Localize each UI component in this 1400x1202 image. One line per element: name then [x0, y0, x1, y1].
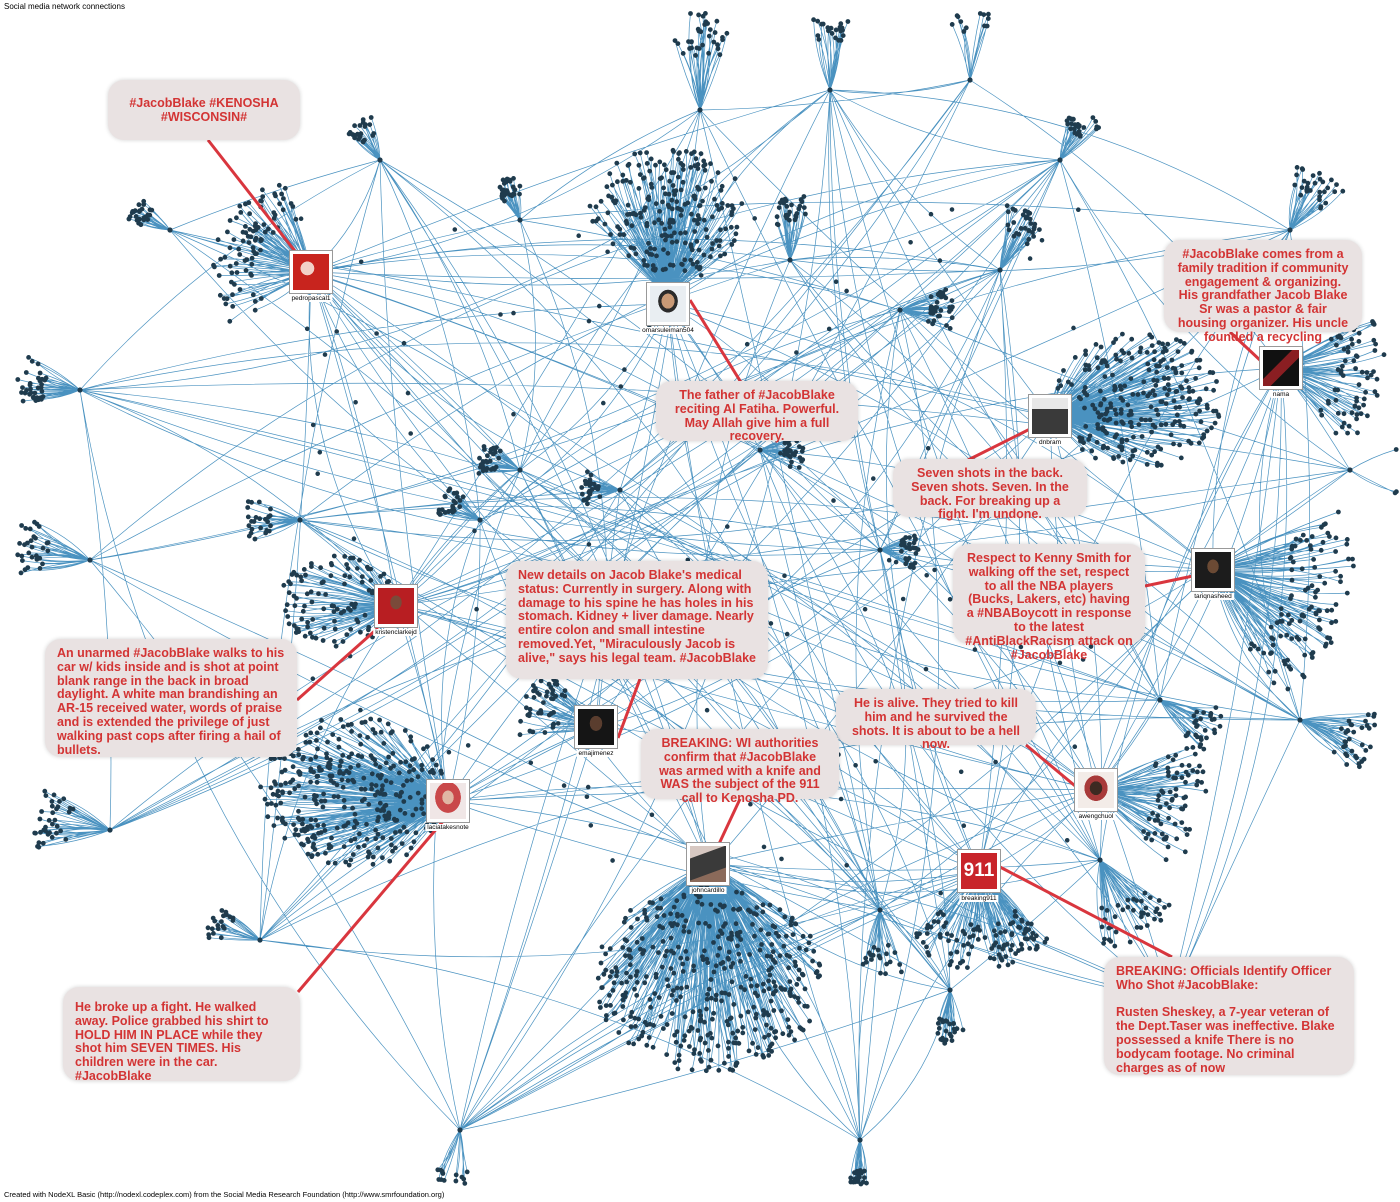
- user-label-dnbram: dnbram: [1036, 439, 1064, 446]
- user-label-kristenclarkejd: kristenclarkejd: [373, 629, 419, 636]
- user-label-nama: nama: [1270, 391, 1292, 398]
- tweet-callout-officer-identified: BREAKING: Officials Identify Officer Who…: [1104, 957, 1354, 1075]
- tweet-callout-nba-boycott: Respect to Kenny Smith for walking off t…: [953, 544, 1145, 661]
- user-label-tariqnasheed: tariqnasheed: [1192, 593, 1234, 600]
- tweet-callout-kenosha: #JacobBlake #KENOSHA #WISCONSIN#: [108, 80, 300, 140]
- leader-unarmed: [296, 626, 379, 702]
- leader-kenosha: [206, 139, 300, 256]
- user-avatar-johncardillo[interactable]: [686, 842, 730, 886]
- footer-credit: Created with NodeXL Basic (http://nodexl…: [4, 1190, 445, 1199]
- leader-broke-up-fight: [296, 819, 446, 993]
- leader-medical-status: [616, 678, 642, 739]
- leader-officer-identified: [999, 865, 1173, 959]
- user-label-awengchuol: awengchuol: [1076, 813, 1116, 820]
- user-avatar-dnbram[interactable]: [1028, 394, 1072, 438]
- tweet-callout-he-is-alive: He is alive. They tried to kill him and …: [836, 689, 1036, 751]
- user-label-breaking911: breaking911: [959, 895, 999, 902]
- user-avatar-laciatakesnote[interactable]: [426, 779, 470, 823]
- tweet-callout-family-tradition: #JacobBlake comes from a family traditio…: [1164, 240, 1362, 344]
- user-avatar-emajimenez[interactable]: [574, 705, 618, 749]
- graph-title: Social media network connections: [4, 2, 125, 11]
- leader-nba-boycott: [1144, 574, 1194, 588]
- user-label-pedropascal1: pedropascal1: [289, 295, 333, 302]
- user-label-johncardillo: johncardillo: [689, 887, 727, 894]
- tweet-callout-broke-up-fight: He broke up a fight. He walked away. Pol…: [63, 987, 300, 1083]
- user-avatar-awengchuol[interactable]: [1074, 768, 1118, 812]
- leader-family-tradition: [1228, 330, 1264, 364]
- tweet-callout-seven-shots: Seven shots in the back. Seven shots. Se…: [893, 459, 1087, 521]
- user-avatar-pedropascal1[interactable]: [289, 250, 333, 294]
- leader-wi-authorities: [716, 798, 742, 847]
- tweet-callout-al-fatiha: The father of #JacobBlake reciting Al Fa…: [656, 381, 858, 443]
- user-avatar-tariqnasheed[interactable]: [1191, 548, 1235, 592]
- tweet-callout-unarmed: An unarmed #JacobBlake walks to his car …: [45, 639, 297, 757]
- breaking911-badge-text: 911: [963, 860, 995, 881]
- user-avatar-nama[interactable]: [1259, 346, 1303, 390]
- user-avatar-breaking911[interactable]: 911: [957, 849, 1001, 893]
- leader-seven-shots: [967, 424, 1037, 462]
- tweet-callout-wi-authorities: BREAKING: WI authorities confirm that #J…: [641, 729, 839, 805]
- user-label-laciatakesnote: laciatakesnote: [425, 824, 471, 831]
- user-label-emajimenez: emajimenez: [576, 750, 616, 757]
- tweet-callout-medical-status: New details on Jacob Blake's medical sta…: [506, 561, 768, 679]
- leader-he-is-alive: [1025, 743, 1081, 792]
- user-label-omarsuleiman504: omarsuleiman504: [640, 327, 696, 334]
- callout-leader-layer: [206, 139, 1264, 993]
- user-avatar-omarsuleiman504[interactable]: [646, 282, 690, 326]
- leader-al-fatiha: [688, 299, 744, 385]
- user-avatar-kristenclarkejd[interactable]: [374, 584, 418, 628]
